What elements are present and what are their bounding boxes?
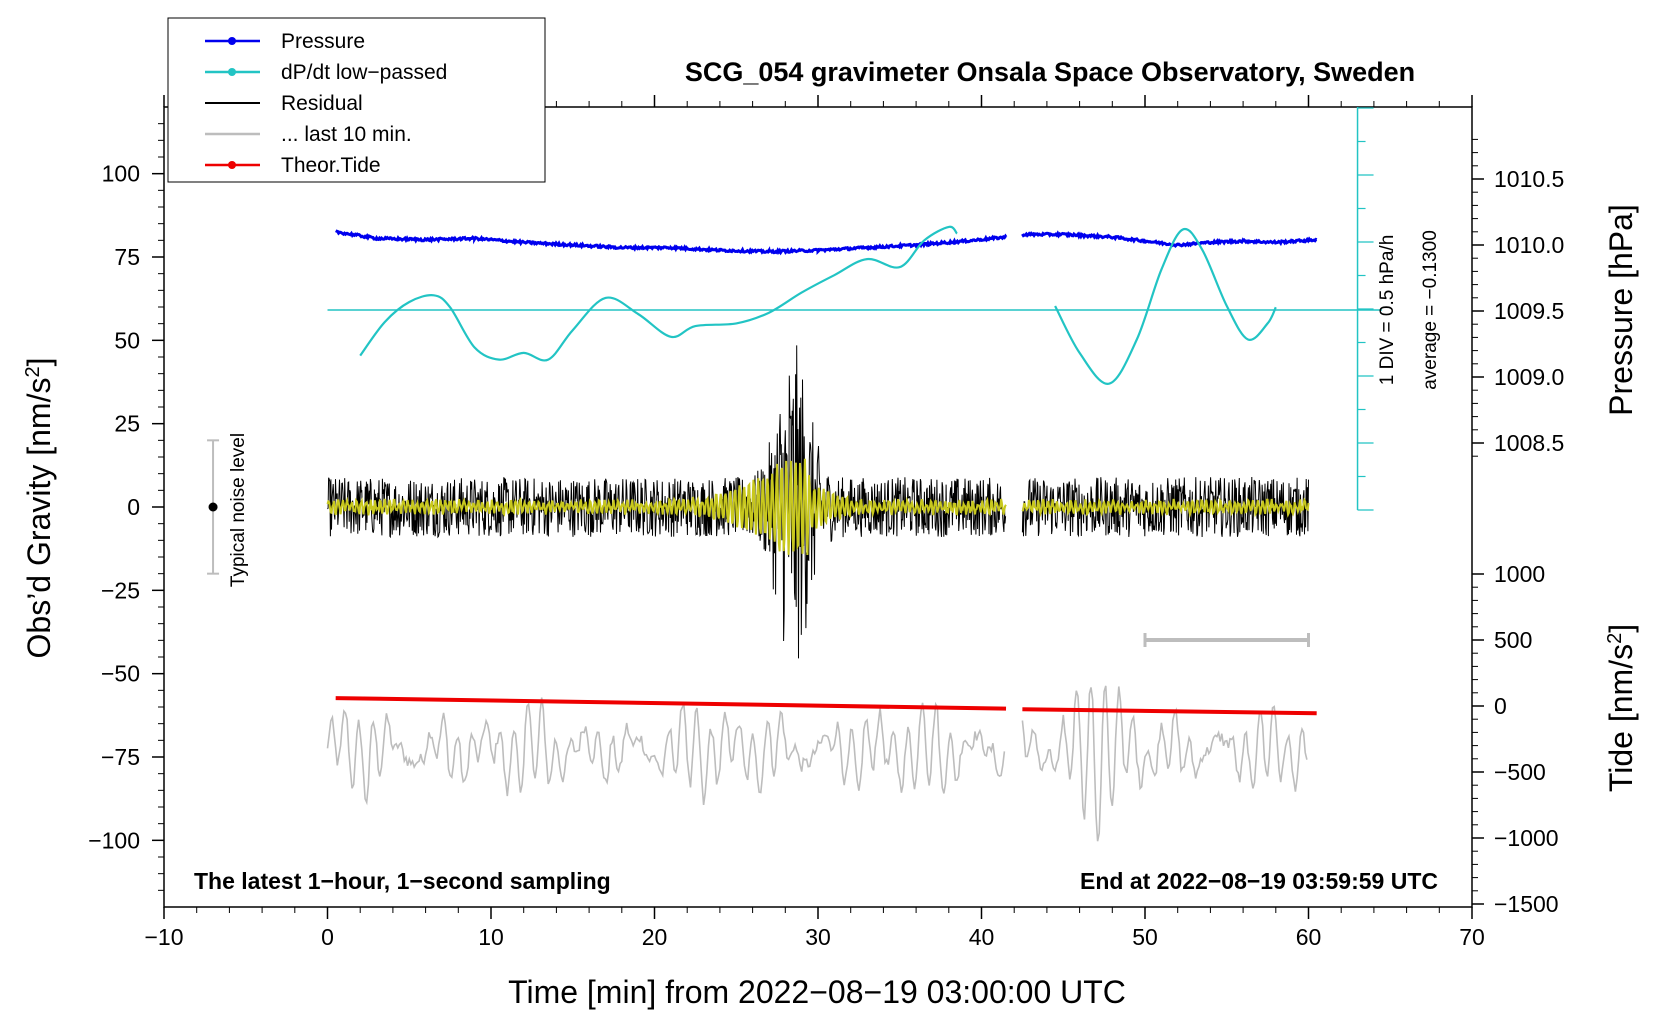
tide-axis-title: Tide [nm/s2] (1603, 624, 1639, 792)
pressure-scale-label: 1 DIV = 0.5 hPa/h (1377, 235, 1398, 386)
legend: Pressure dP/dt low−passed Residual ... last… (167, 17, 546, 183)
ticks-layer: −10 0 10 20 30 40 50 60 701007550250−25−50−75−10… (88, 95, 1564, 950)
y-tick-label: 25 (114, 411, 140, 437)
noise-level-label: Typical noise level (228, 433, 249, 587)
legend-items: Pressure dP/dt low−passed Residual ... last… (205, 30, 447, 177)
x-axis-title: Time [min] from 2022−08−19 03:00:00 UTC (508, 974, 1126, 1010)
legend-marker (228, 68, 236, 76)
x-tick-label: 0 (321, 924, 334, 950)
tide-tick-label: 500 (1494, 627, 1532, 653)
x-tick-label: 20 (642, 924, 668, 950)
residual-filtered-series (326, 458, 1007, 556)
legend-box (167, 17, 546, 183)
dpdt-series (359, 225, 958, 362)
x-tick-label: 50 (1132, 924, 1158, 950)
tide-series (1022, 707, 1317, 716)
legend-label: Pressure (281, 30, 365, 53)
pressure-tick-label: 1010.5 (1494, 166, 1564, 192)
y-tick-label: −100 (88, 827, 140, 853)
y-tick-label: 50 (114, 327, 140, 353)
pressure-axis-title: Pressure [hPa] (1603, 204, 1639, 416)
pressure-series (1021, 230, 1318, 248)
last10-series (326, 697, 1006, 806)
pressure-tick-label: 1008.5 (1494, 430, 1564, 456)
legend-label: ... last 10 min. (281, 123, 412, 146)
x-tick-label: 40 (969, 924, 995, 950)
pressure-tick-label: 1010.0 (1494, 232, 1564, 258)
residual-filtered-series (1021, 497, 1310, 519)
y-tick-label: 100 (102, 161, 140, 187)
x-tick-label: 10 (478, 924, 504, 950)
legend-label: Theor.Tide (281, 154, 381, 177)
tide-tick-label: −1000 (1494, 825, 1559, 851)
tide-tick-label: −1500 (1494, 891, 1559, 917)
tide-tick-label: 0 (1494, 693, 1507, 719)
series-layer (207, 107, 1383, 842)
x-tick-label: −10 (144, 924, 183, 950)
pressure-series (335, 229, 1008, 256)
pressure-tick-label: 1009.0 (1494, 364, 1564, 390)
y-tick-label: 75 (114, 244, 140, 270)
y-tick-label: −50 (101, 661, 140, 687)
legend-label: dP/dt low−passed (281, 61, 447, 84)
x-tick-label: 70 (1459, 924, 1485, 950)
legend-marker (228, 161, 236, 169)
x-tick-label: 30 (805, 924, 831, 950)
pressure-average-label: average = −0.1300 (1420, 230, 1441, 390)
tide-tick-label: 1000 (1494, 561, 1545, 587)
noise-bar-point (208, 502, 218, 512)
tide-series (335, 696, 1007, 711)
legend-label: Residual (281, 92, 363, 115)
y-axis-title: Obs’d Gravity [nm/s2] (21, 358, 57, 659)
tide-tick-label: −500 (1494, 759, 1546, 785)
end-time-annotation: End at 2022−08−19 03:59:59 UTC (1080, 868, 1438, 894)
y-tick-label: −25 (101, 577, 140, 603)
sampling-annotation: The latest 1−hour, 1−second sampling (194, 868, 611, 894)
chart-title: SCG_054 gravimeter Onsala Space Observat… (685, 57, 1415, 87)
x-tick-label: 60 (1296, 924, 1322, 950)
legend-marker (228, 37, 236, 45)
dpdt-series (1054, 227, 1277, 385)
pressure-tick-label: 1009.5 (1494, 298, 1564, 324)
y-tick-label: −75 (101, 744, 140, 770)
y-tick-label: 0 (127, 494, 140, 520)
